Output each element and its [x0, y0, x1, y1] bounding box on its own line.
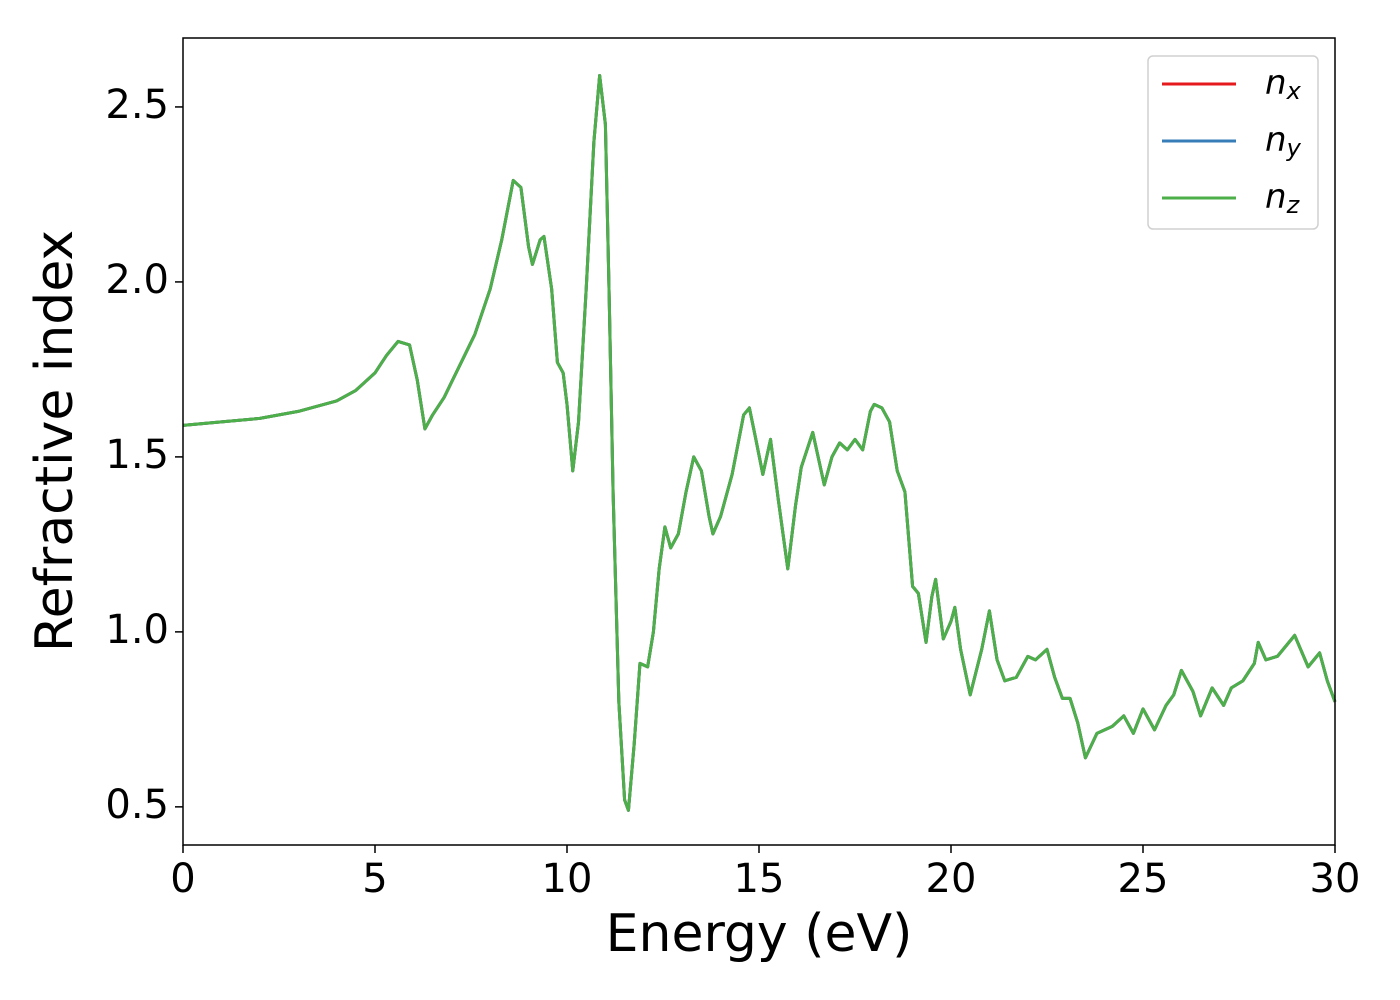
- x-tick-label: 5: [362, 856, 387, 902]
- x-tick-label: 0: [170, 856, 195, 902]
- x-axis-label: Energy (eV): [606, 904, 913, 964]
- y-tick-label: 1.0: [105, 607, 169, 653]
- x-tick-label: 25: [1118, 856, 1169, 902]
- y-axis-label: Refractive index: [25, 230, 85, 652]
- legend-label: nx: [1265, 63, 1302, 106]
- y-tick-label: 0.5: [105, 782, 169, 828]
- x-tick-label: 20: [926, 856, 977, 902]
- y-tick-label: 2.0: [105, 257, 169, 303]
- x-tick-label: 30: [1310, 856, 1361, 902]
- y-tick-label: 2.5: [105, 82, 169, 128]
- legend-label: ny: [1265, 120, 1302, 163]
- legend-label: nz: [1265, 177, 1301, 220]
- plot-frame: [182, 37, 1336, 846]
- x-tick-label: 15: [734, 856, 785, 902]
- line-series: [182, 73, 1337, 812]
- y-tick-label: 1.5: [105, 432, 169, 478]
- x-tick-label: 10: [542, 856, 593, 902]
